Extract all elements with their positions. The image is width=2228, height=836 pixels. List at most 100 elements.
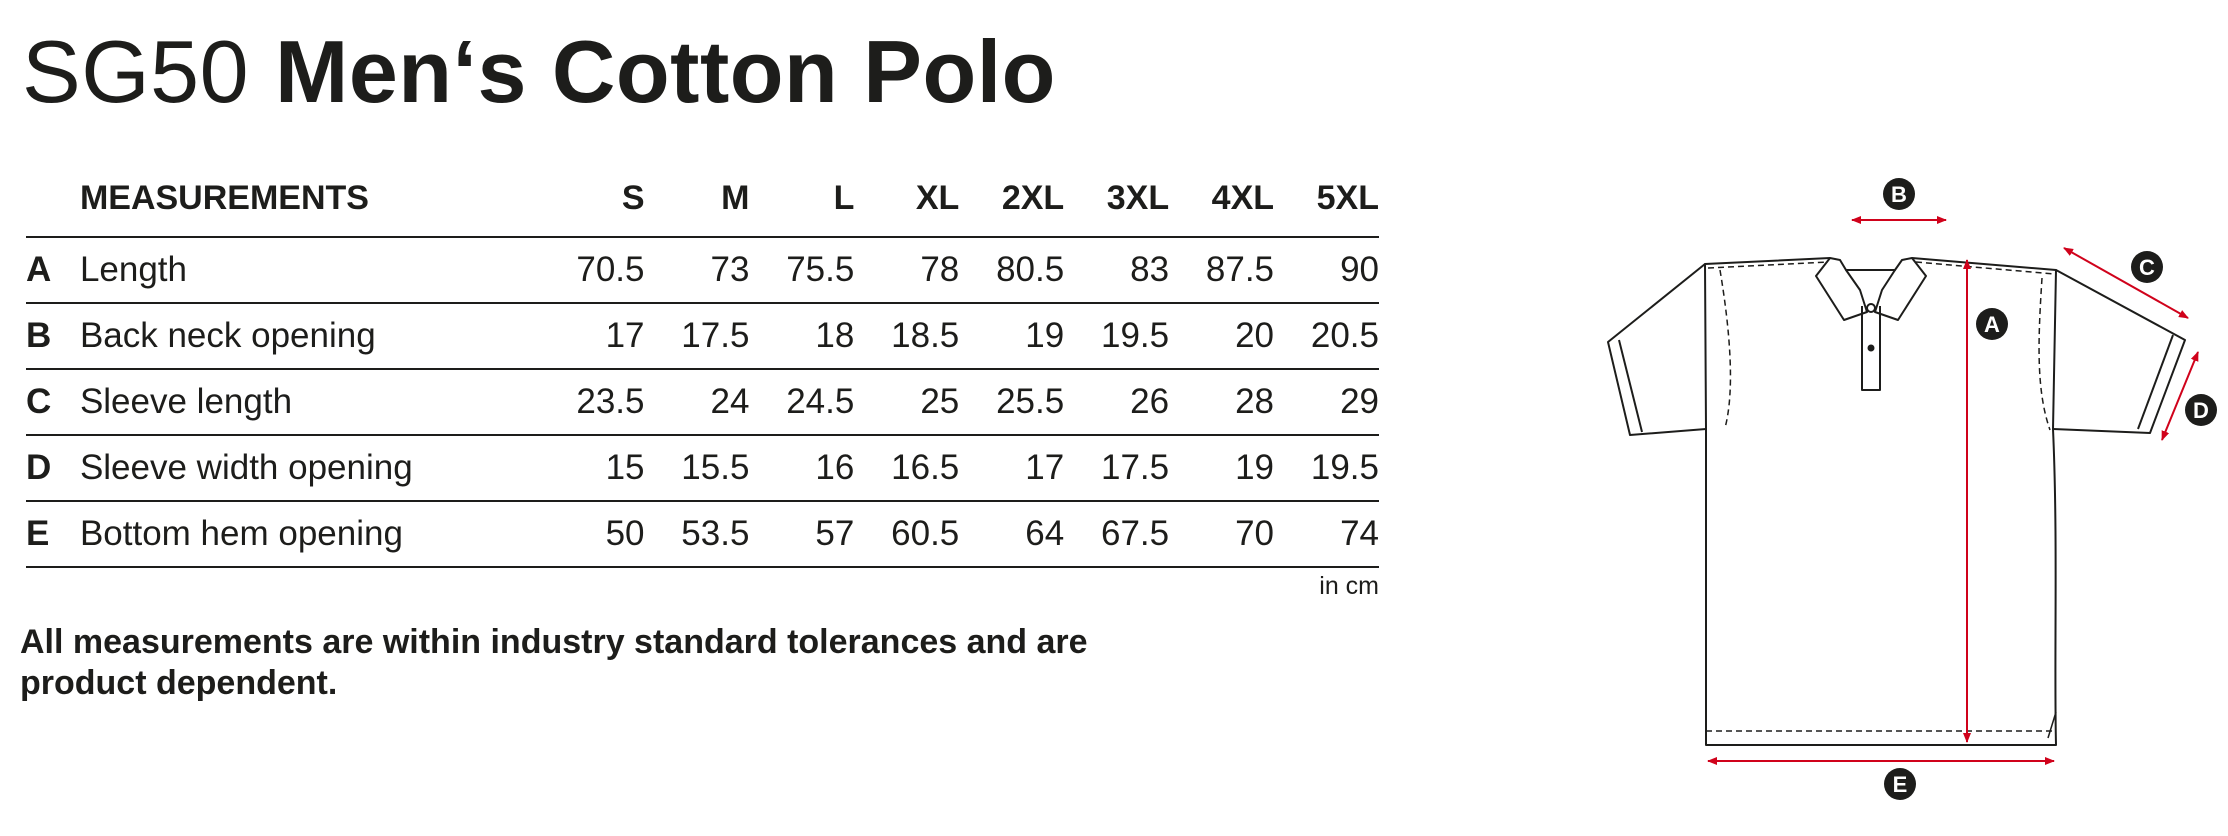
row-letter: A [26,250,52,289]
table-row-back-neck: B Back neck opening 17 17.5 18 18.5 19 1… [26,303,1379,369]
row-label: Length [79,250,187,289]
table-header-row: MEASUREMENTS S M L XL 2XL 3XL 4XL 5XL [26,160,1379,238]
product-code: SG50 [22,22,250,121]
header-size-xl: XL [854,160,960,238]
value-cell: 28 [1235,382,1275,421]
value-cell: 78 [920,250,960,289]
table-row-sleeve-length: C Sleeve length 23.5 24 24.5 25 25.5 26 … [26,369,1379,435]
table-row-sleeve-width: D Sleeve width opening 15 15.5 16 16.5 1… [26,435,1379,501]
value-cell: 90 [1340,250,1379,289]
value-cell: 64 [1025,514,1065,553]
value-cell: 26 [1130,382,1170,421]
value-cell: 19.5 [1310,448,1379,487]
placket-button-top [1866,303,1876,313]
header-measurements: MEASUREMENTS [79,160,540,238]
value-cell: 87.5 [1205,250,1275,289]
value-cell: 29 [1340,382,1379,421]
polo-shirt-diagram: A B C D E [1607,178,2217,800]
size-chart-table: MEASUREMENTS S M L XL 2XL 3XL 4XL 5XL A … [26,160,1379,568]
value-cell: 15.5 [681,448,750,487]
side-seam-left [1719,269,1732,429]
unit-note: in cm [1319,572,1379,600]
value-cell: 17 [605,316,645,355]
value-cell: 18.5 [891,316,960,355]
left-cuff [1618,339,1643,433]
value-cell: 73 [710,250,750,289]
value-cell: 53.5 [681,514,750,553]
value-cell: 74 [1340,514,1379,553]
table-row-length: A Length 70.5 73 75.5 78 80.5 83 87.5 90 [26,237,1379,303]
value-cell: 24 [710,382,750,421]
value-cell: 50 [605,514,645,553]
marker-d-label: D [2193,398,2209,423]
value-cell: 57 [815,514,855,553]
row-letter: D [26,448,52,487]
side-seam-right [2038,277,2051,431]
shoulder-seam-right [1915,261,2055,275]
value-cell: 15 [605,448,645,487]
right-sleeve [2052,269,2186,434]
placket-button-bottom [1867,344,1875,352]
shirt-body [1704,257,2057,746]
row-letter: B [26,316,52,355]
row-label: Sleeve length [79,382,293,421]
header-size-4xl: 4XL [1169,160,1275,238]
value-cell: 20.5 [1310,316,1379,355]
table-row-bottom-hem: E Bottom hem opening 50 53.5 57 60.5 64 … [26,501,1379,567]
left-sleeve [1607,263,1707,436]
marker-c: C [2131,251,2163,283]
marker-e: E [1884,768,1916,800]
value-cell: 17.5 [681,316,750,355]
measure-line-c [2063,247,2189,319]
value-cell: 70 [1235,514,1275,553]
marker-b-label: B [1891,182,1907,207]
right-cuff [2137,334,2174,430]
row-label: Bottom hem opening [79,514,403,553]
measure-line-d [2161,351,2199,441]
value-cell: 18 [815,316,855,355]
page-title: SG50 Men‘s Cotton Polo [22,22,1056,122]
value-cell: 80.5 [996,250,1065,289]
value-cell: 19.5 [1100,316,1170,355]
row-letter: C [26,382,52,421]
collar [1815,257,1927,321]
marker-e-label: E [1893,772,1908,797]
header-size-5xl: 5XL [1274,160,1379,238]
marker-c-label: C [2139,255,2155,280]
value-cell: 25.5 [996,382,1065,421]
marker-a: A [1976,308,2008,340]
product-name: Men‘s Cotton Polo [275,22,1056,121]
value-cell: 60.5 [891,514,960,553]
value-cell: 19 [1025,316,1065,355]
placket [1861,306,1881,391]
header-size-s: S [539,160,645,238]
value-cell: 70.5 [576,250,645,289]
hem-vent-right [2047,711,2057,739]
value-cell: 17 [1025,448,1065,487]
value-cell: 16.5 [891,448,960,487]
value-cell: 24.5 [786,382,855,421]
value-cell: 16 [815,448,855,487]
header-size-l: L [749,160,855,238]
row-label: Back neck opening [79,316,376,355]
header-size-m: M [644,160,750,238]
value-cell: 19 [1235,448,1275,487]
value-cell: 75.5 [786,250,855,289]
marker-a-label: A [1984,312,2000,337]
shoulder-seam-left [1707,261,1829,269]
value-cell: 67.5 [1100,514,1170,553]
marker-d: D [2185,394,2217,426]
row-label: Sleeve width opening [79,448,413,487]
value-cell: 17.5 [1100,448,1170,487]
measurement-lines [1707,216,2199,765]
row-letter: E [26,514,50,553]
header-size-3xl: 3XL [1064,160,1170,238]
header-letter-cell [26,160,80,238]
value-cell: 83 [1130,250,1170,289]
marker-b: B [1883,178,1915,210]
value-cell: 23.5 [576,382,645,421]
tolerance-note: All measurements are within industry sta… [20,623,1088,702]
value-cell: 25 [920,382,960,421]
value-cell: 20 [1235,316,1275,355]
shirt-outline [1607,257,2186,746]
